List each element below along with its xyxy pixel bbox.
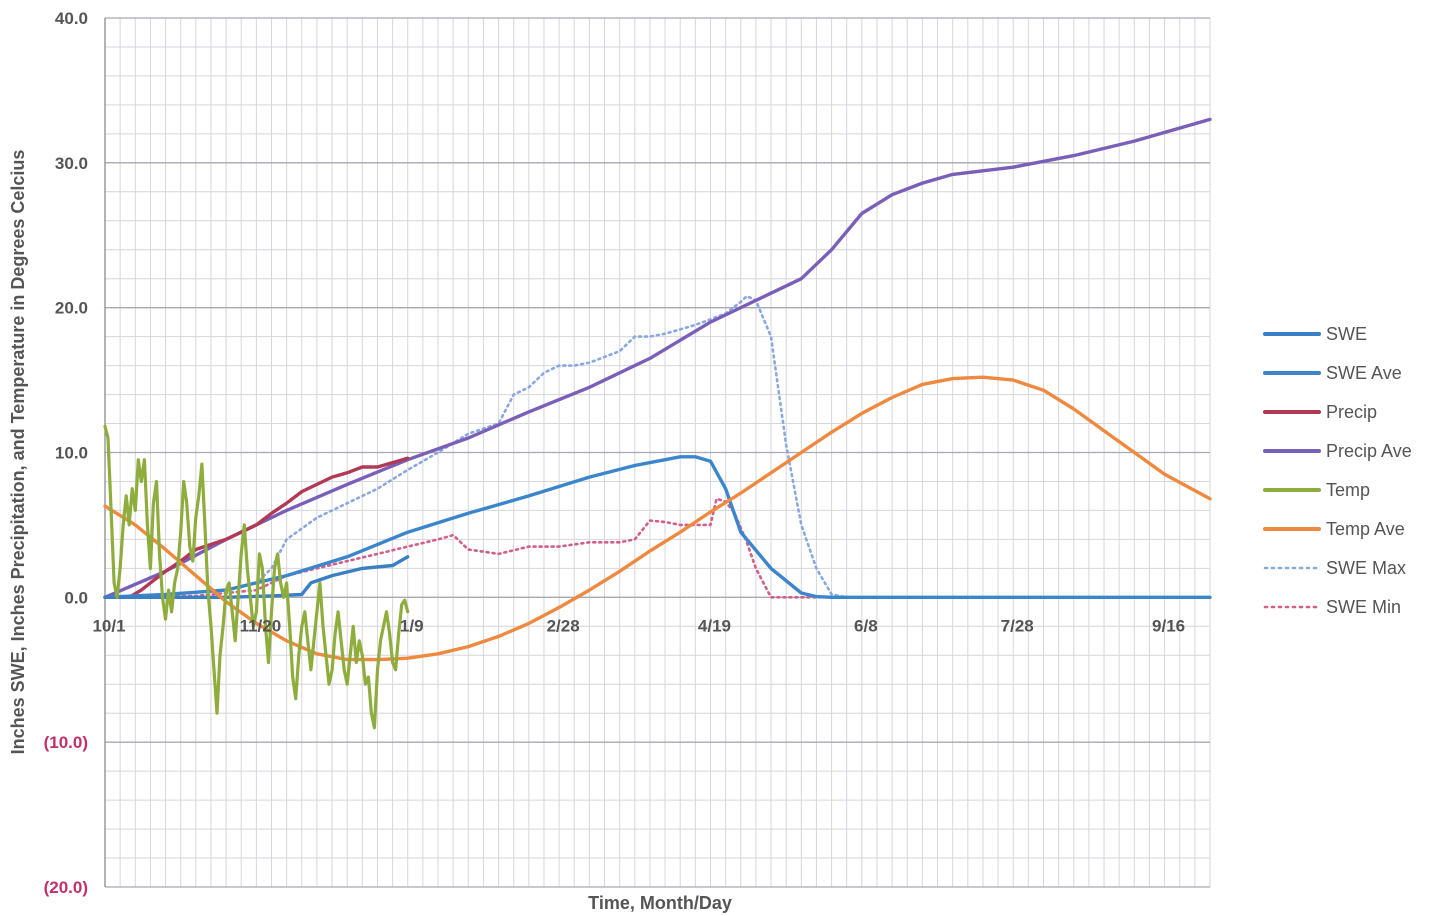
- x-tick-label: 7/28: [1001, 616, 1034, 635]
- x-tick-label: 9/16: [1152, 616, 1185, 635]
- series-line-temp-ave: [103, 375, 1212, 662]
- y-tick-label: (10.0): [44, 733, 88, 752]
- major-grid: [104, 17, 1210, 888]
- series-layer: [103, 117, 1212, 730]
- legend-label: Precip: [1326, 402, 1377, 422]
- x-tick-label: 11/20: [240, 616, 282, 635]
- x-tick-label: 2/28: [547, 616, 580, 635]
- series-line-precip: [103, 456, 410, 599]
- series-line-swe-max: [103, 294, 1212, 599]
- x-tick-label: 4/19: [698, 616, 731, 635]
- y-tick-label: 40.0: [55, 9, 88, 28]
- x-tick-label: 10/1: [92, 616, 125, 635]
- y-axis-title: Inches SWE, Inches Precipitation, and Te…: [8, 150, 28, 755]
- legend-label: SWE Ave: [1326, 363, 1402, 383]
- legend-label: Precip Ave: [1326, 441, 1412, 461]
- x-tick-label: 6/8: [854, 616, 878, 635]
- y-tick-label: 10.0: [55, 444, 88, 463]
- legend-label: SWE Max: [1326, 558, 1406, 578]
- series-line-precip-ave: [103, 117, 1212, 599]
- series-line-temp: [103, 424, 410, 730]
- series-line-swe-ave: [103, 455, 1212, 599]
- y-axis-ticks: 40.0 30.0 20.0 10.0 0.0 (10.0) (20.0): [44, 9, 88, 897]
- y-tick-label: 0.0: [64, 588, 88, 607]
- y-tick-label: 20.0: [55, 299, 88, 318]
- legend: SWE SWE Ave Precip Precip Ave Temp Temp Ave SW…: [1263, 324, 1412, 617]
- series-line-swe-min: [103, 497, 1212, 599]
- x-tick-label: 1/9: [400, 616, 424, 635]
- y-tick-label: (20.0): [44, 878, 88, 897]
- legend-label: SWE Min: [1326, 597, 1401, 617]
- legend-label: Temp: [1326, 480, 1370, 500]
- x-axis-title: Time, Month/Day: [588, 893, 732, 913]
- legend-label: Temp Ave: [1326, 519, 1405, 539]
- legend-label: SWE: [1326, 324, 1367, 344]
- series-line-swe: [103, 555, 410, 599]
- y-tick-label: 30.0: [55, 154, 88, 173]
- x-axis-ticks: 10/1 11/20 1/9 2/28 4/19 6/8 7/28 9/16: [92, 616, 1185, 635]
